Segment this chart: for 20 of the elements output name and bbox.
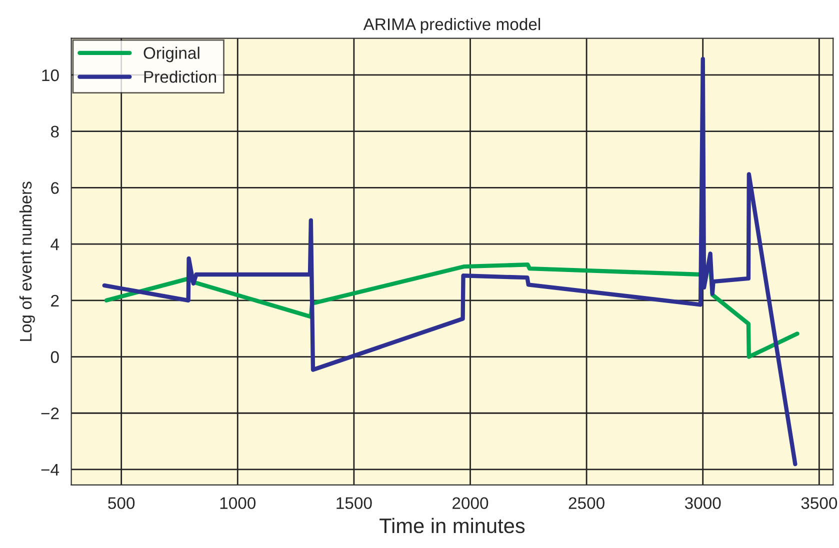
x-tick-label: 2000: [452, 497, 488, 510]
x-tick-label: 1000: [220, 497, 256, 510]
y-tick-label: 4: [50, 238, 60, 250]
legend-label: Original: [144, 46, 200, 62]
x-tick-label: 500: [108, 497, 135, 510]
y-tick-label: 10: [42, 69, 59, 82]
y-tick-label: −4: [41, 464, 60, 476]
legend-label: Prediction: [144, 70, 216, 83]
y-axis-title: Log of event numbers: [19, 182, 35, 341]
x-tick-label: 1500: [336, 497, 372, 510]
y-tick-label: 0: [50, 351, 59, 363]
y-tick-label: 8: [50, 126, 59, 138]
x-axis-title: Time in minutes: [380, 518, 525, 534]
y-tick-label: −2: [41, 408, 59, 420]
x-tick-label: 3000: [684, 497, 721, 510]
y-tick-label: 6: [51, 182, 59, 194]
y-tick-label: 2: [51, 294, 59, 306]
x-tick-label: 3500: [801, 497, 838, 510]
x-tick-label: 2500: [568, 497, 604, 510]
chart-title: ARIMA predictive model: [363, 18, 540, 34]
